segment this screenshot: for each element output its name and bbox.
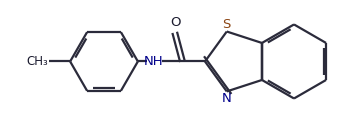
Text: CH₃: CH₃	[26, 55, 48, 68]
Text: S: S	[222, 18, 231, 31]
Text: NH: NH	[144, 55, 163, 68]
Text: O: O	[171, 16, 181, 29]
Text: N: N	[222, 92, 232, 105]
